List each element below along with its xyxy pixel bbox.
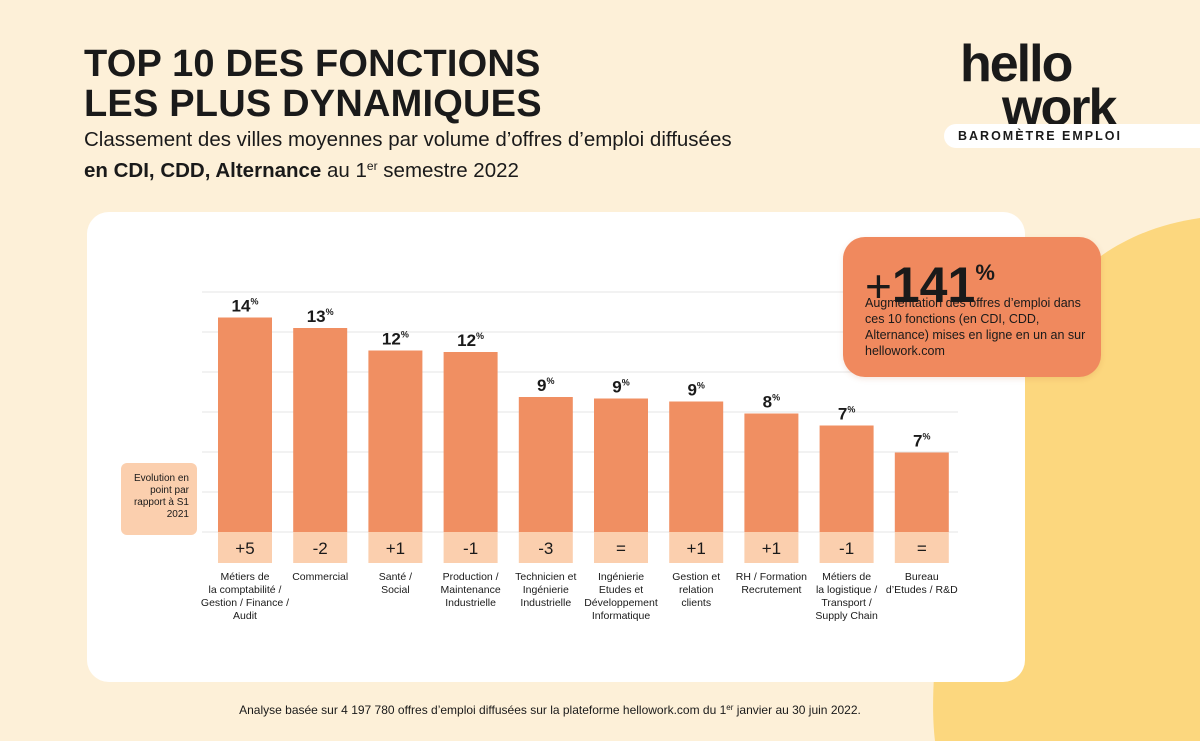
evolution-value: +5 <box>235 539 254 558</box>
category-label: Santé / Social <box>379 571 412 596</box>
subtitle-rest-b: semestre 2022 <box>377 159 519 182</box>
value-label: 12% <box>457 331 484 350</box>
evolution-value: -1 <box>839 539 854 558</box>
growth-value: +141% <box>865 243 995 316</box>
logo-word-line-1: hello <box>960 35 1073 93</box>
bar <box>594 398 648 532</box>
value-label: 9% <box>537 376 554 395</box>
bar <box>669 401 724 532</box>
evolution-box <box>293 532 348 563</box>
bar <box>443 352 498 532</box>
footnote-text-b: janvier au 30 juin 2022. <box>733 703 861 717</box>
bar <box>819 425 874 532</box>
evolution-box <box>443 532 498 563</box>
value-label: 14% <box>232 297 259 316</box>
evolution-box <box>218 532 272 563</box>
evolution-value: = <box>917 539 927 558</box>
evolution-value: -1 <box>463 539 478 558</box>
value-label: 8% <box>763 393 780 412</box>
bar <box>218 317 272 532</box>
evolution-legend-text: Evolution en point par rapport à S1 2021 <box>133 473 189 520</box>
subtitle-line-1: Classement des villes moyennes par volum… <box>84 128 732 151</box>
evolution-box <box>368 532 423 563</box>
subtitle-sup: er <box>366 159 378 173</box>
bar <box>744 413 799 532</box>
growth-unit: % <box>975 260 995 285</box>
category-label: Commercial <box>292 571 348 583</box>
evolution-value: = <box>616 539 626 558</box>
category-label: Métiers de la logistique / Transport / Supp… <box>815 571 878 622</box>
category-label: Gestion et relation clients <box>672 571 720 609</box>
footnote: Analyse basée sur 4 197 780 offres d’emp… <box>0 703 1100 717</box>
title-line-1: TOP 10 DES FONCTIONS <box>84 43 541 85</box>
growth-callout: +141% Augmentation des offres d’emploi d… <box>843 237 1101 377</box>
value-label: 13% <box>307 307 334 326</box>
category-label: Bureau d’Etudes / R&D <box>886 571 958 596</box>
bar <box>368 350 423 532</box>
subtitle-rest-a: au 1 <box>321 159 367 182</box>
subtitle: Classement des villes moyennes par volum… <box>84 126 732 184</box>
evolution-value: +1 <box>762 539 781 558</box>
evolution-box <box>669 532 724 563</box>
evolution-box <box>819 532 874 563</box>
logo-tagline: BAROMÈTRE EMPLOI <box>958 129 1122 143</box>
evolution-value: +1 <box>386 539 405 558</box>
bar <box>518 397 573 532</box>
footnote-text-a: Analyse basée sur 4 197 780 offres d’emp… <box>239 703 727 717</box>
evolution-value: +1 <box>687 539 706 558</box>
growth-description: Augmentation des offres d’emploi dans ce… <box>865 296 1086 358</box>
growth-sign: + <box>865 260 892 312</box>
value-label: 12% <box>382 330 409 349</box>
evolution-legend: Evolution en point par rapport à S1 2021 <box>121 463 197 535</box>
footnote-sup: er <box>726 703 734 712</box>
growth-number: 141 <box>891 257 976 313</box>
hellowork-logo: hello work BAROMÈTRE EMPLOI <box>944 38 1200 150</box>
subtitle-bold: en CDI, CDD, Alternance <box>84 159 322 182</box>
bar <box>894 452 949 532</box>
value-label: 9% <box>687 381 704 400</box>
category-label: RH / Formation Recrutement <box>736 571 807 596</box>
category-label: Production / Maintenance Industrielle <box>441 571 501 609</box>
evolution-value: -2 <box>313 539 328 558</box>
value-label: 7% <box>838 405 855 424</box>
evolution-value: -3 <box>538 539 553 558</box>
evolution-box <box>594 532 648 563</box>
evolution-box <box>518 532 573 563</box>
category-label: Métiers de la comptabilité / Gestion / Fin… <box>201 571 289 622</box>
title-line-2: LES PLUS DYNAMIQUES <box>84 83 542 125</box>
value-label: 9% <box>612 378 629 397</box>
evolution-box <box>744 532 799 563</box>
evolution-box <box>894 532 949 563</box>
value-label: 7% <box>913 432 930 451</box>
category-label: Technicien et Ingénierie Industrielle <box>515 571 576 609</box>
category-label: Ingénierie Etudes et Développement Informat… <box>584 571 658 622</box>
page-title: TOP 10 DES FONCTIONS LES PLUS DYNAMIQUES <box>84 44 542 124</box>
logo-band: BAROMÈTRE EMPLOI <box>944 124 1200 148</box>
bar <box>293 328 348 532</box>
